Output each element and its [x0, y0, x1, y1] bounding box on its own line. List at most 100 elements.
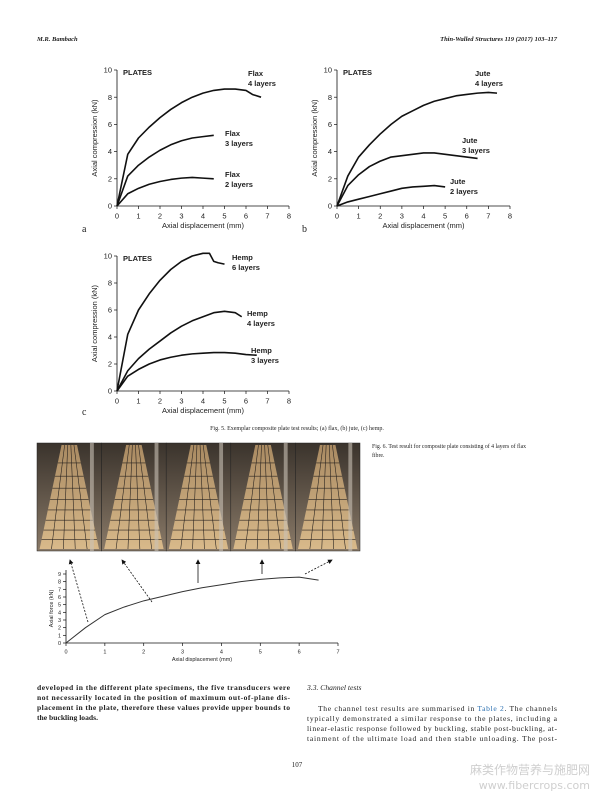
photo-grid — [115, 444, 130, 550]
paragraph-line: the buckling loads. — [37, 713, 98, 722]
y-tick-label: 8 — [328, 93, 332, 102]
x-tick-label: 8 — [287, 212, 291, 221]
photo-grid — [309, 444, 324, 550]
header-left: M.R. Bambach — [36, 36, 78, 43]
x-tick-label: 2 — [142, 650, 145, 656]
x-tick-label: 3 — [179, 212, 183, 221]
x-tick-label: 4 — [220, 650, 223, 656]
x-axis-label: Axial displacement (mm) — [162, 221, 245, 230]
x-tick-label: 0 — [115, 397, 119, 406]
photo-plate — [104, 445, 164, 549]
paragraph-line: typically demonstrated a similar respons… — [307, 714, 558, 723]
watermark: 麻类作物营养与施肥网 — [470, 762, 590, 777]
plot-annotation: PLATES — [123, 68, 152, 77]
y-axis-label: Axial compression (kN) — [310, 99, 319, 177]
series-label: Hemp — [247, 309, 268, 318]
photo-rig — [348, 443, 353, 551]
photo-grid — [264, 444, 270, 550]
x-tick-label: 8 — [287, 397, 291, 406]
photo-grid — [73, 444, 88, 550]
y-axis-label: Axial compression (kN) — [90, 284, 99, 362]
y-tick-label: 4 — [328, 147, 332, 156]
chart: 0 2 4 6 8 10 0 1 2 3 4 5 6 7 8 Axial displacement (mm) A… — [302, 66, 512, 235]
header-right: Thin-Walled Structures 119 (2017) 103–11… — [440, 36, 558, 43]
text-run: . The channels — [504, 704, 557, 713]
photo-grid — [63, 444, 69, 550]
y-tick-label: 6 — [108, 120, 112, 129]
photo-grid — [51, 444, 65, 550]
x-tick-label: 4 — [201, 212, 205, 221]
data-line — [116, 310, 243, 392]
x-tick-label: 1 — [136, 212, 140, 221]
series-label: 2 layers — [225, 180, 253, 189]
chart: 0 2 4 6 8 10 0 1 2 3 4 5 6 7 8 Axial displacement (mm) A… — [82, 66, 291, 235]
photo-grid — [328, 444, 334, 550]
x-tick-label: 8 — [508, 212, 512, 221]
x-tick-label: 1 — [357, 212, 361, 221]
y-tick-label: 9 — [58, 572, 61, 578]
x-tick-label: 3 — [181, 650, 184, 656]
y-axis-label: Axial force (kN) — [49, 590, 55, 628]
photo-plate — [39, 445, 100, 549]
y-axis-label: Axial compression (kN) — [90, 99, 99, 177]
paragraph-line: tainment of the ultimate load and then s… — [307, 734, 557, 743]
x-tick-label: 7 — [486, 212, 490, 221]
fig6-caption: Fig. 6. Test result for composite plate … — [372, 443, 526, 450]
photo-plate — [233, 445, 293, 549]
photo-grid — [267, 444, 282, 550]
paragraph-line: not necessarily located in the position … — [37, 693, 290, 702]
data-line — [116, 134, 214, 207]
x-tick-label: 5 — [222, 212, 226, 221]
x-tick-label: 6 — [465, 212, 469, 221]
photo-rig — [219, 443, 224, 551]
y-tick-label: 10 — [104, 252, 112, 261]
paragraph-line: linear-elastic response followed by buck… — [307, 724, 557, 733]
paragraph-line: The channel test results are summarised … — [318, 704, 557, 713]
x-tick-label: 6 — [244, 397, 248, 406]
data-line — [336, 184, 446, 207]
series-label: 6 layers — [232, 263, 260, 272]
series-label: 3 layers — [251, 356, 279, 365]
x-tick-label: 2 — [158, 397, 162, 406]
paragraph-line: placement in the plate, therefore these … — [37, 703, 290, 712]
data-line — [116, 88, 262, 207]
y-tick-label: 0 — [108, 387, 112, 396]
photo-grid — [192, 444, 198, 550]
data-line — [116, 351, 257, 392]
photo-grid — [332, 444, 346, 550]
x-tick-label: 4 — [201, 397, 205, 406]
table-link[interactable]: Table 2 — [477, 704, 504, 713]
x-tick-label: 7 — [336, 650, 339, 656]
y-tick-label: 0 — [58, 641, 61, 647]
photo-grid — [199, 444, 205, 550]
data-line — [336, 152, 478, 207]
y-tick-label: 3 — [58, 618, 61, 624]
y-tick-label: 8 — [58, 580, 61, 586]
photo-plate — [297, 445, 358, 549]
data-line — [116, 176, 214, 207]
photo-grid — [135, 444, 141, 550]
x-tick-label: 5 — [443, 212, 447, 221]
x-axis-label: Axial displacement (mm) — [162, 406, 245, 415]
photo-grid — [256, 444, 262, 550]
arrows — [68, 559, 333, 623]
page-number: 107 — [292, 761, 303, 769]
x-tick-label: 5 — [259, 650, 262, 656]
series-label: 4 layers — [248, 79, 276, 88]
y-tick-label: 10 — [104, 66, 112, 75]
series-label: Flax — [225, 129, 241, 138]
chart: 0 2 4 6 8 10 0 1 2 3 4 5 6 7 8 Axial displacement (mm) A… — [82, 252, 291, 418]
panel-label: c — [82, 407, 87, 418]
photo-grid — [202, 444, 217, 550]
y-tick-label: 4 — [108, 333, 112, 342]
x-tick-label: 1 — [103, 650, 106, 656]
photo-grid — [321, 444, 327, 550]
y-tick-label: 10 — [324, 66, 332, 75]
x-tick-label: 6 — [298, 650, 301, 656]
y-tick-label: 2 — [108, 174, 112, 183]
x-axis-label: Axial displacement (mm) — [172, 657, 232, 663]
y-tick-label: 7 — [58, 587, 61, 593]
